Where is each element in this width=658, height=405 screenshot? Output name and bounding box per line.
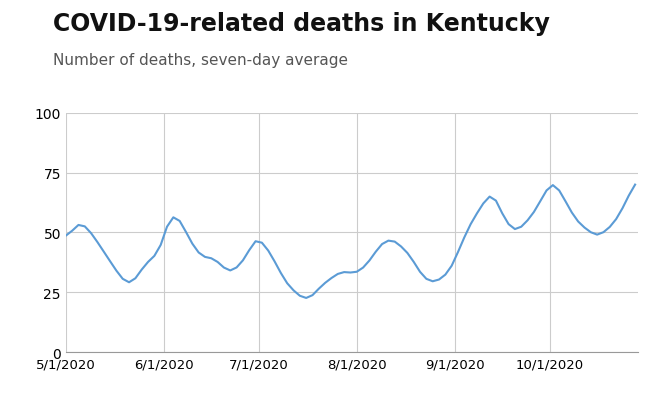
Text: COVID-19-related deaths in Kentucky: COVID-19-related deaths in Kentucky	[53, 12, 549, 36]
Text: Number of deaths, seven-day average: Number of deaths, seven-day average	[53, 53, 347, 68]
